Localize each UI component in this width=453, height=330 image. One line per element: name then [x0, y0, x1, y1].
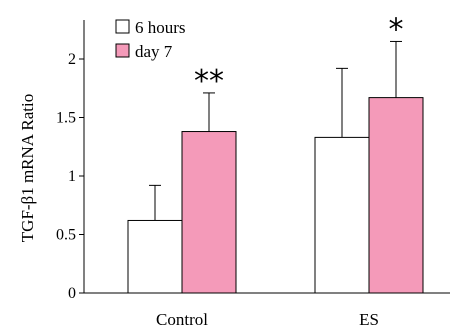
y-tick-label: 1 [68, 168, 76, 185]
bar [127, 219, 183, 294]
bar [314, 136, 370, 294]
bar [181, 131, 237, 294]
legend-swatch-6-hours [115, 19, 130, 34]
y-axis-label: TGF-β1 mRNA Ratio [18, 94, 37, 242]
y-tick-label: 1.5 [56, 110, 76, 127]
legend: 6 hours day 7 [115, 18, 186, 61]
x-tick-label: Control [156, 310, 208, 329]
legend-label-6-hours: 6 hours [135, 18, 186, 37]
legend-swatch-day-7 [115, 43, 130, 58]
y-tick-label: 2 [68, 51, 76, 68]
legend-label-day-7: day 7 [135, 42, 173, 61]
bar [368, 97, 424, 294]
bars: *** [127, 12, 424, 294]
significance-label: ** [194, 64, 224, 99]
x-tick-label: ES [359, 310, 379, 329]
significance-label: * [389, 12, 404, 47]
y-tick-label: 0.5 [56, 227, 76, 244]
y-tick-label: 0 [68, 285, 76, 302]
